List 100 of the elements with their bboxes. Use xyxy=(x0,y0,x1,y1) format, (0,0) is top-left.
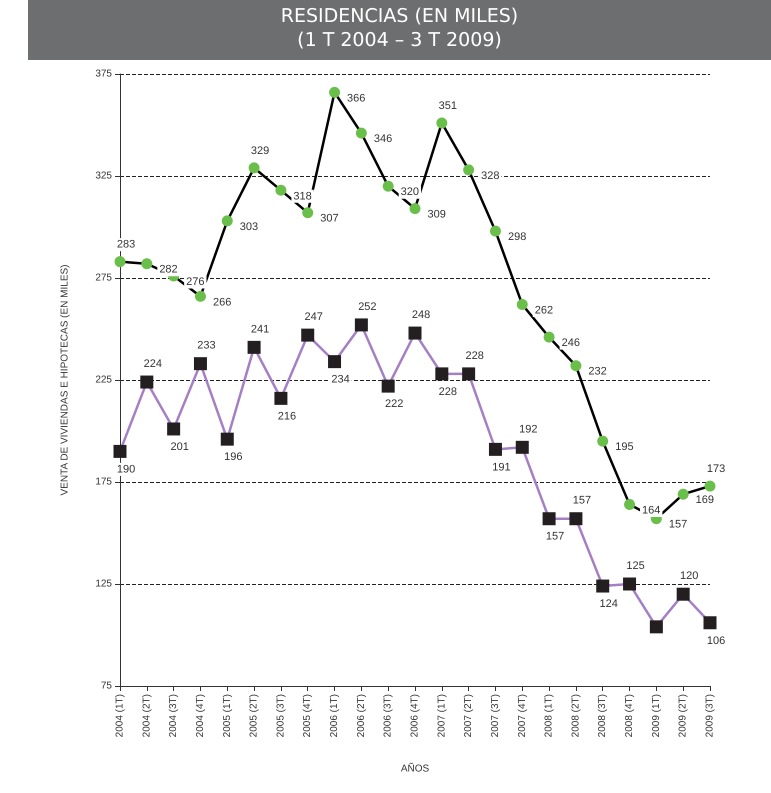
point xyxy=(329,86,340,98)
x-tick-label: 2007 (2T) xyxy=(463,694,474,738)
data-label: 157 xyxy=(668,518,688,531)
data-label: 246 xyxy=(562,337,580,350)
point xyxy=(167,422,180,436)
x-tick-label: 2005 (4T) xyxy=(302,694,314,738)
data-label: 262 xyxy=(534,304,554,317)
data-label: 201 xyxy=(170,440,189,453)
x-tick-label: 2005 (1T) xyxy=(222,694,233,738)
point xyxy=(114,256,126,268)
point xyxy=(516,299,528,310)
data-label: 106 xyxy=(706,634,726,647)
chart-title: RESIDENCIAS (EN MILES) xyxy=(280,4,520,28)
x-tick-label: 2004 (4T) xyxy=(194,694,206,738)
y-tick-label: 225 xyxy=(95,374,112,386)
data-label: 191 xyxy=(492,461,511,474)
data-label: 228 xyxy=(465,350,484,362)
point xyxy=(623,578,636,590)
point xyxy=(328,355,342,368)
data-label: 252 xyxy=(358,300,377,313)
point xyxy=(676,588,690,601)
y-tick-label: 275 xyxy=(95,272,112,284)
x-tick-label: 2006 (4T) xyxy=(410,694,420,738)
point xyxy=(463,164,474,176)
x-tick-label: 2008 (2T) xyxy=(570,694,582,738)
data-label: 241 xyxy=(250,323,270,336)
data-label: 282 xyxy=(159,264,178,276)
point xyxy=(435,367,448,380)
data-label: 169 xyxy=(696,494,714,506)
point xyxy=(248,162,260,174)
x-tick-label: 2006 (1T) xyxy=(329,694,340,738)
data-label: 196 xyxy=(224,451,242,464)
point xyxy=(194,357,207,370)
point xyxy=(354,318,368,332)
data-label: 320 xyxy=(400,186,420,198)
y-axis-title: VENTA DE VIVIENDAS E HIPOTECAS (EN MILES) xyxy=(60,264,70,496)
data-label: 157 xyxy=(546,530,564,543)
point xyxy=(678,488,689,500)
point xyxy=(302,207,314,218)
data-label: 303 xyxy=(240,220,258,233)
point xyxy=(275,184,286,196)
data-label: 224 xyxy=(144,358,162,370)
point xyxy=(356,128,367,139)
point xyxy=(382,180,394,192)
point xyxy=(569,512,582,526)
y-tick-label: 175 xyxy=(95,476,112,488)
point xyxy=(650,620,663,634)
point xyxy=(704,480,716,492)
data-label: 192 xyxy=(519,423,538,436)
point xyxy=(516,440,529,454)
x-tick-label: 2007 (1T) xyxy=(436,694,448,738)
data-label: 173 xyxy=(706,463,726,476)
point xyxy=(490,226,501,237)
data-label: 248 xyxy=(412,309,430,322)
x-tick-label: 2006 (2T) xyxy=(356,694,367,738)
point xyxy=(410,203,420,214)
point xyxy=(704,616,716,630)
x-tick-label: 2008 (3T) xyxy=(597,694,608,738)
point xyxy=(141,258,152,270)
point xyxy=(624,498,636,510)
x-tick-label: 2007 (4T) xyxy=(516,694,528,738)
point xyxy=(597,436,608,447)
data-label: 124 xyxy=(600,598,618,610)
data-label: 157 xyxy=(572,494,592,507)
data-label: 125 xyxy=(626,560,645,572)
point xyxy=(194,290,206,302)
point xyxy=(382,380,395,393)
x-axis-title: AÑOS xyxy=(400,762,430,774)
x-tick-label: 2005 (3T) xyxy=(275,694,286,738)
data-label: 346 xyxy=(374,133,392,146)
x-tick-label: 2004 (3T) xyxy=(168,694,180,738)
y-tick-label: 75 xyxy=(100,680,112,692)
point xyxy=(596,580,610,593)
data-label: 283 xyxy=(116,238,136,251)
data-label: 247 xyxy=(304,311,323,324)
point xyxy=(544,332,555,343)
point xyxy=(542,512,556,526)
y-tick-label: 325 xyxy=(95,170,112,182)
point xyxy=(408,326,422,340)
data-label: 190 xyxy=(116,463,136,476)
x-tick-label: 2008 (4T) xyxy=(624,694,636,738)
data-label: 233 xyxy=(197,340,216,352)
data-label: 328 xyxy=(481,170,500,182)
data-label: 228 xyxy=(438,386,457,398)
y-tick-label: 375 xyxy=(95,68,112,80)
data-label: 329 xyxy=(250,144,270,157)
point xyxy=(436,117,448,128)
data-label: 216 xyxy=(278,410,296,422)
x-tick-label: 2007 (3T) xyxy=(490,694,501,738)
data-label: 195 xyxy=(615,441,634,454)
x-tick-label: 2009 (2T) xyxy=(678,694,689,738)
data-label: 266 xyxy=(212,296,232,308)
point xyxy=(220,432,234,446)
x-tick-label: 2008 (1T) xyxy=(544,694,555,738)
point xyxy=(488,442,502,456)
data-label: 232 xyxy=(588,366,607,378)
x-tick-label: 2004 (2T) xyxy=(141,694,152,738)
y-tick-label: 125 xyxy=(95,578,112,590)
point xyxy=(248,340,261,354)
point xyxy=(114,444,126,458)
